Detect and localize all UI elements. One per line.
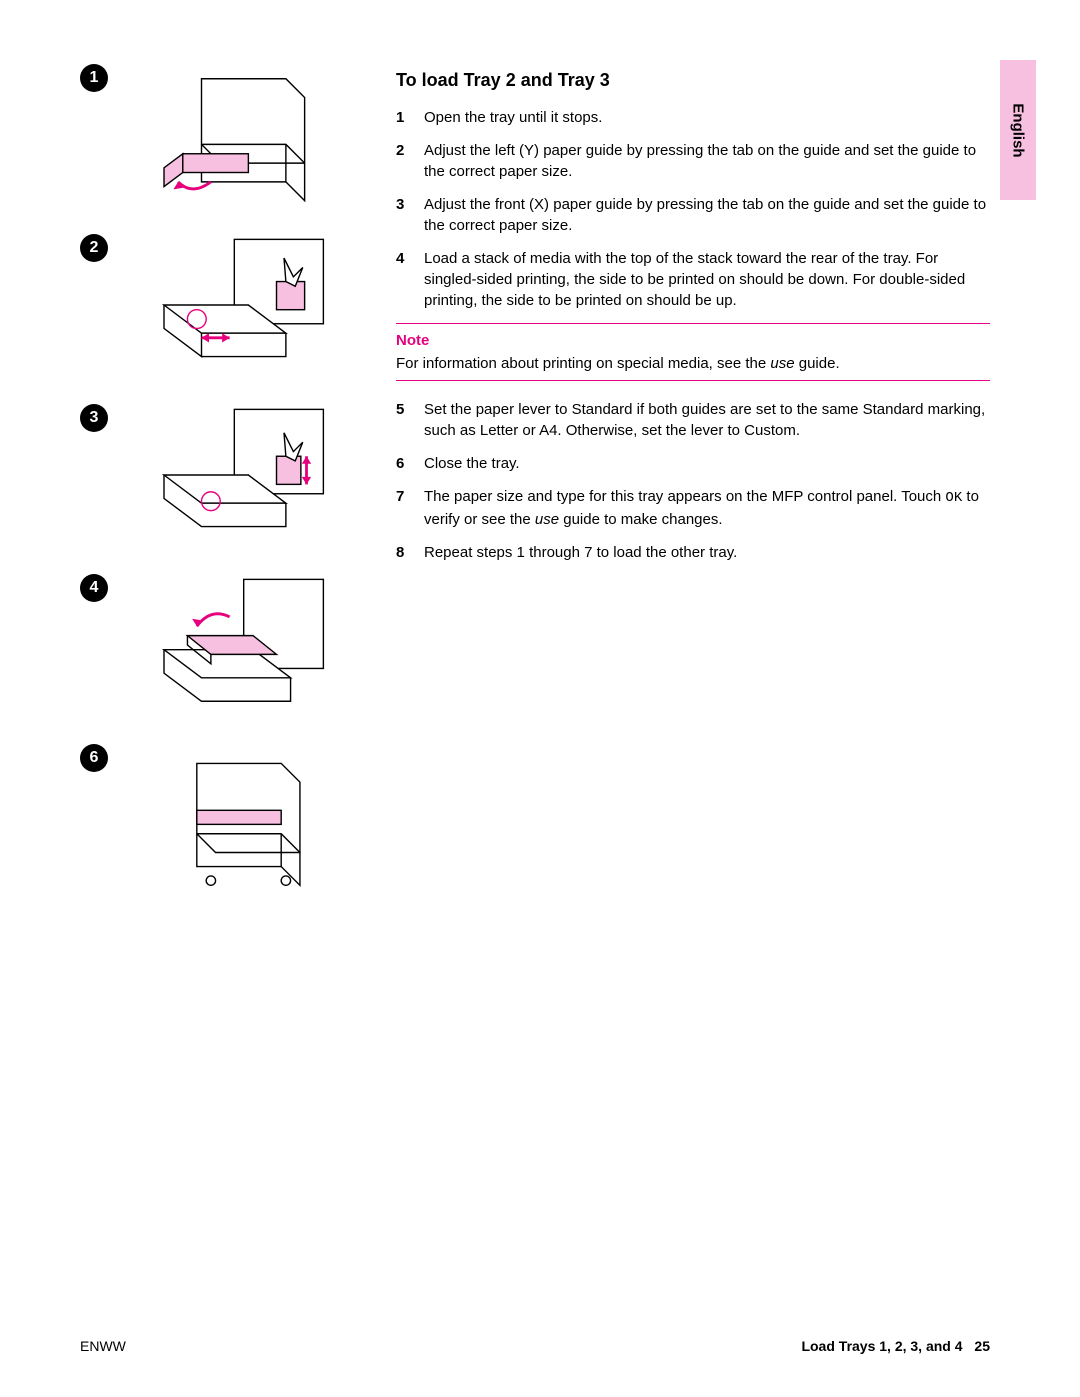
step-text: Set the paper lever to Standard if both …	[424, 399, 990, 441]
step-text: Repeat steps 1 through 7 to load the oth…	[424, 542, 990, 563]
step-text: Open the tray until it stops.	[424, 107, 990, 128]
step-item: 4 Load a stack of media with the top of …	[396, 248, 990, 311]
printer-illustration-4	[118, 570, 360, 720]
step-text: Adjust the left (Y) paper guide by press…	[424, 140, 990, 182]
step-badge: 3	[80, 404, 108, 432]
step-text: The paper size and type for this tray ap…	[424, 486, 990, 530]
language-label: English	[1008, 103, 1029, 157]
note-block: Note For information about printing on s…	[396, 323, 990, 381]
step-number: 8	[396, 542, 410, 563]
step-number: 6	[396, 453, 410, 474]
printer-illustration-3	[118, 400, 360, 550]
printer-illustration-1	[118, 60, 360, 210]
steps-list-b: 5 Set the paper lever to Standard if bot…	[396, 399, 990, 563]
step-item: 5 Set the paper lever to Standard if bot…	[396, 399, 990, 441]
note-text: For information about printing on specia…	[396, 353, 990, 374]
note-rule-top	[396, 323, 990, 324]
step-item: 1 Open the tray until it stops.	[396, 107, 990, 128]
illustration-item: 1	[80, 60, 360, 210]
step-number: 3	[396, 194, 410, 236]
step-number: 5	[396, 399, 410, 441]
step-item: 8 Repeat steps 1 through 7 to load the o…	[396, 542, 990, 563]
note-rule-bottom	[396, 380, 990, 381]
note-label: Note	[396, 330, 990, 351]
step-item: 3 Adjust the front (X) paper guide by pr…	[396, 194, 990, 236]
step-item: 7 The paper size and type for this tray …	[396, 486, 990, 530]
step-text: Adjust the front (X) paper guide by pres…	[424, 194, 990, 236]
illustration-item: 6	[80, 740, 360, 890]
step-item: 2 Adjust the left (Y) paper guide by pre…	[396, 140, 990, 182]
step-badge: 1	[80, 64, 108, 92]
steps-list-a: 1 Open the tray until it stops. 2 Adjust…	[396, 107, 990, 311]
step-badge: 6	[80, 744, 108, 772]
printer-illustration-6	[118, 740, 360, 890]
step-number: 2	[396, 140, 410, 182]
section-title: To load Tray 2 and Tray 3	[396, 68, 990, 93]
footer-right: Load Trays 1, 2, 3, and 4 25	[801, 1337, 990, 1357]
footer-left: ENWW	[80, 1337, 126, 1357]
page-number: 25	[974, 1338, 990, 1354]
page-footer: ENWW Load Trays 1, 2, 3, and 4 25	[80, 1337, 990, 1357]
step-item: 6 Close the tray.	[396, 453, 990, 474]
step-number: 1	[396, 107, 410, 128]
printer-illustration-2	[118, 230, 360, 380]
page-content: 1 2	[0, 0, 1080, 890]
step-badge: 2	[80, 234, 108, 262]
step-number: 7	[396, 486, 410, 530]
language-tab: English	[1000, 60, 1036, 200]
step-number: 4	[396, 248, 410, 311]
illustration-item: 2	[80, 230, 360, 380]
illustration-column: 1 2	[80, 60, 360, 890]
illustration-item: 3	[80, 400, 360, 550]
text-column: To load Tray 2 and Tray 3 1 Open the tra…	[396, 60, 990, 890]
illustration-item: 4	[80, 570, 360, 720]
step-text: Close the tray.	[424, 453, 990, 474]
step-badge: 4	[80, 574, 108, 602]
step-text: Load a stack of media with the top of th…	[424, 248, 990, 311]
